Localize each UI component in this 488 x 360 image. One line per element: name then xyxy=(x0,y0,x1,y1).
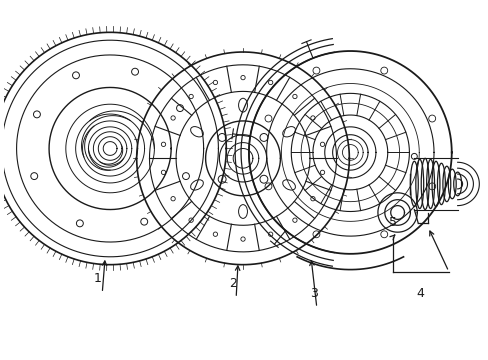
Text: 5: 5 xyxy=(388,216,396,229)
Text: 1: 1 xyxy=(93,273,101,285)
Text: 3: 3 xyxy=(309,287,317,300)
Text: 4: 4 xyxy=(415,287,423,300)
Text: 2: 2 xyxy=(229,277,237,290)
